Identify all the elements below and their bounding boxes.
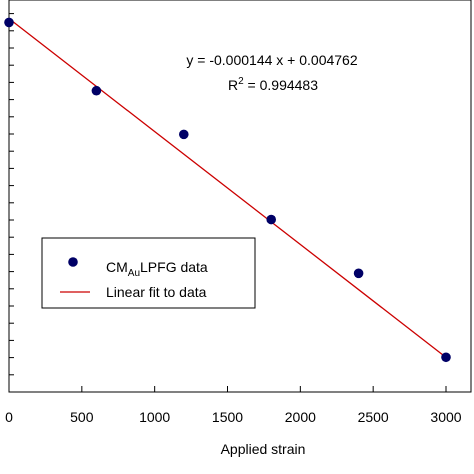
plot-frame bbox=[8, 0, 472, 393]
x-tick-label: 0 bbox=[5, 409, 13, 425]
data-point bbox=[91, 85, 102, 96]
data-point bbox=[441, 352, 451, 363]
legend-marker-data bbox=[68, 257, 78, 267]
r2-prefix: R bbox=[228, 77, 238, 93]
x-tick-label: 500 bbox=[70, 409, 94, 425]
legend-label-rest: LPFG data bbox=[140, 259, 208, 275]
x-tick-label: 2000 bbox=[285, 409, 316, 425]
x-tick-label: 2500 bbox=[358, 409, 389, 425]
r2-value: = 0.994483 bbox=[244, 77, 319, 93]
data-point bbox=[266, 214, 277, 225]
legend: CMAuLPFG data Linear fit to data bbox=[41, 237, 256, 309]
legend-label-subscript: Au bbox=[128, 268, 140, 279]
data-point bbox=[179, 129, 189, 140]
x-tick-label: 3000 bbox=[430, 409, 461, 425]
r2-superscript: 2 bbox=[238, 76, 244, 87]
r-squared-annotation: R2 = 0.994483 bbox=[228, 76, 318, 93]
legend-label-fit: Linear fit to data bbox=[106, 284, 207, 300]
x-axis-title: Applied strain bbox=[221, 441, 306, 457]
x-tick-label: 1000 bbox=[139, 409, 170, 425]
fit-line bbox=[8, 18, 447, 358]
x-tick-label: 1500 bbox=[212, 409, 243, 425]
legend-label-main: CM bbox=[106, 259, 128, 275]
data-point bbox=[353, 268, 364, 279]
legend-box bbox=[41, 237, 256, 309]
fit-equation: y = -0.000144 x + 0.004762 bbox=[186, 52, 357, 68]
data-point bbox=[4, 17, 14, 28]
x-axis-ticks bbox=[8, 386, 447, 392]
data-points bbox=[4, 17, 451, 363]
x-axis-tick-labels: 0 500 1000 1500 2000 2500 3000 bbox=[5, 409, 462, 425]
legend-label-data: CMAuLPFG data bbox=[106, 259, 208, 279]
y-axis-ticks bbox=[9, 13, 14, 393]
